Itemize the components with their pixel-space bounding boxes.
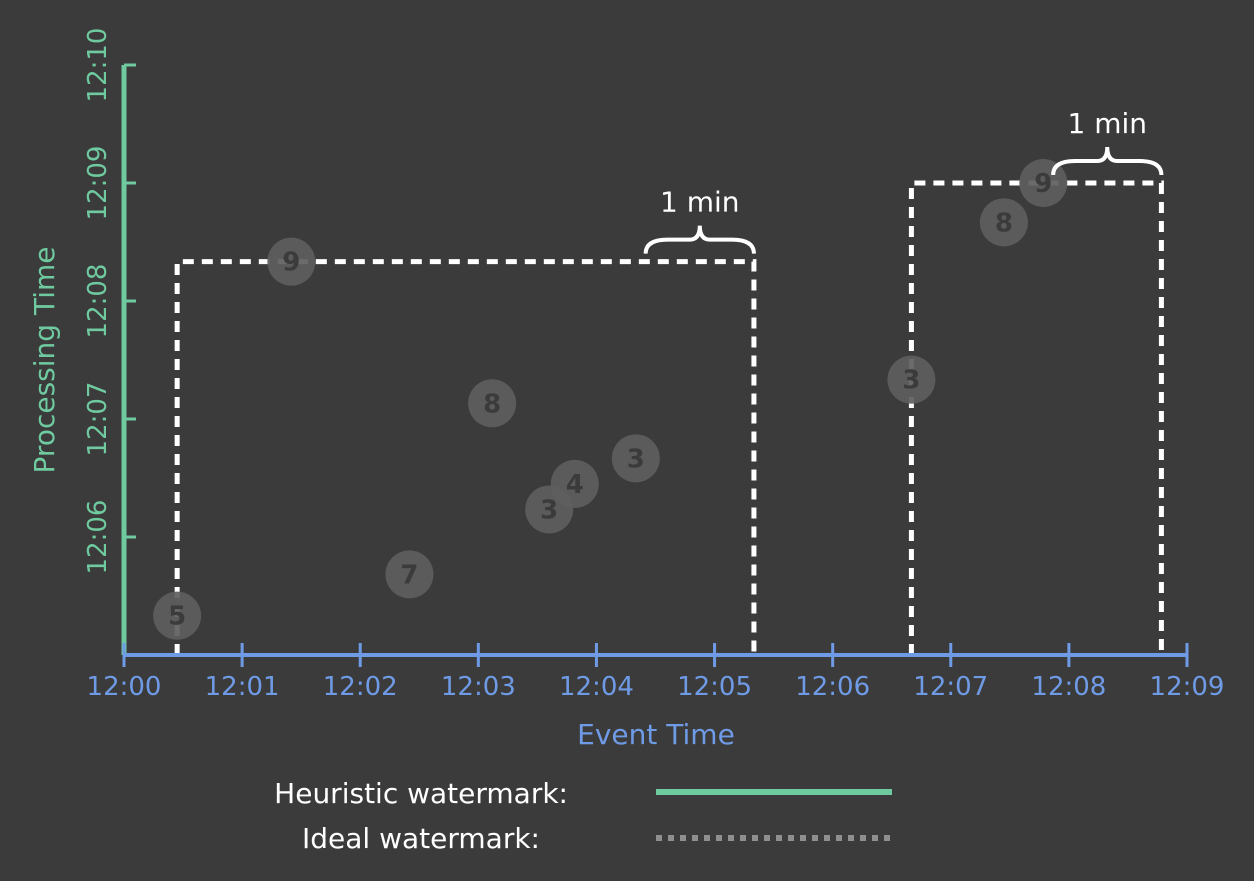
legend: Heuristic watermark: Ideal watermark: xyxy=(274,777,892,855)
data-point-label: 4 xyxy=(566,470,584,500)
one-minute-brace xyxy=(643,225,756,254)
axes-layer: 12:06 12:07 12:08 12:09 12:10 12:00 12:01 12:02… xyxy=(83,28,1224,702)
data-point xyxy=(979,198,1028,247)
data-point-label: 8 xyxy=(483,389,501,419)
data-point xyxy=(550,459,599,508)
x-tick-label: 12:06 xyxy=(795,672,870,702)
data-point-label: 3 xyxy=(540,495,558,525)
data-point-label: 9 xyxy=(1034,169,1052,199)
data-point xyxy=(153,591,202,640)
x-tick-label: 12:05 xyxy=(677,672,752,702)
y-tick-label: 12:07 xyxy=(83,382,113,457)
data-point-label: 8 xyxy=(995,208,1013,238)
legend-ideal-label: Ideal watermark: xyxy=(302,822,540,855)
x-tick-label: 12:01 xyxy=(205,672,280,702)
x-tick-label: 12:09 xyxy=(1150,672,1225,702)
y-tick-label: 12:10 xyxy=(83,28,113,103)
x-tick-label: 12:00 xyxy=(87,672,162,702)
x-tick-label: 12:04 xyxy=(559,672,634,702)
data-point xyxy=(887,355,936,404)
data-point xyxy=(611,434,660,483)
y-axis-title: Processing Time xyxy=(28,247,61,474)
y-tick-label: 12:09 xyxy=(83,146,113,221)
x-tick-label: 12:08 xyxy=(1031,672,1106,702)
data-point-label: 7 xyxy=(400,560,418,590)
one-minute-label: 1 min xyxy=(660,186,740,219)
data-point-label: 5 xyxy=(168,602,186,632)
windows-layer xyxy=(174,180,1164,655)
data-point-label: 3 xyxy=(627,444,645,474)
y-tick-label: 12:08 xyxy=(83,264,113,339)
data-point xyxy=(267,237,316,286)
x-axis-title: Event Time xyxy=(577,718,735,751)
legend-heuristic-label: Heuristic watermark: xyxy=(274,777,568,810)
data-point xyxy=(385,550,434,599)
x-tick-label: 12:07 xyxy=(913,672,988,702)
one-minute-brace xyxy=(1051,146,1164,176)
x-tick-label: 12:03 xyxy=(441,672,516,702)
annotations-layer: 1 min 1 min xyxy=(643,107,1164,254)
y-tick-label: 12:06 xyxy=(83,500,113,575)
window-outline xyxy=(908,180,1164,655)
x-tick-label: 12:02 xyxy=(323,672,398,702)
data-point xyxy=(468,379,517,428)
data-point-label: 3 xyxy=(902,366,920,396)
data-point-label: 9 xyxy=(282,248,300,278)
window-outline xyxy=(174,259,757,655)
one-minute-label: 1 min xyxy=(1068,107,1148,140)
